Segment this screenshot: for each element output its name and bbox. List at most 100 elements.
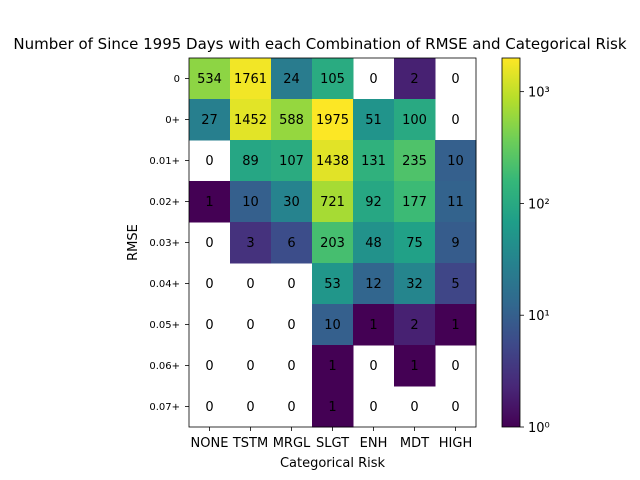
- cell-value-label: 0: [369, 359, 377, 374]
- cell-value-label: 1: [205, 195, 213, 210]
- y-tick-label: 0: [174, 74, 180, 85]
- cell-value-label: 203: [320, 236, 345, 251]
- cell-value-label: 1438: [316, 154, 349, 169]
- cell-value-label: 0: [287, 400, 295, 415]
- heatmap-cell: [271, 99, 313, 141]
- heatmap-cell: [312, 263, 354, 305]
- colorbar-tick-label: 10²: [528, 197, 550, 212]
- heatmap-cell: [189, 99, 231, 141]
- x-tick-label: ENH: [360, 436, 388, 451]
- cell-value-label: 0: [410, 400, 418, 415]
- cell-value-label: 0: [205, 154, 213, 169]
- cell-value-label: 0: [451, 72, 459, 87]
- cell-value-label: 6: [287, 236, 295, 251]
- heatmap-cell: [230, 99, 272, 141]
- cell-value-label: 75: [406, 236, 423, 251]
- cell-value-label: 0: [369, 400, 377, 415]
- cell-value-label: 1: [451, 318, 459, 333]
- heatmap-cell: [435, 181, 477, 223]
- y-tick-label: 0.06+: [149, 361, 180, 372]
- heatmap-cell: [394, 263, 436, 305]
- heatmap-cell: [312, 345, 354, 387]
- cell-value-label: 0: [451, 113, 459, 128]
- cell-value-label: 0: [246, 359, 254, 374]
- cell-value-label: 100: [402, 113, 427, 128]
- cell-value-label: 0: [205, 400, 213, 415]
- cell-value-label: 1975: [316, 113, 349, 128]
- x-tick-label: MDT: [400, 436, 429, 451]
- y-tick-label: 0.05+: [149, 320, 180, 331]
- heatmap-cell: [271, 58, 313, 100]
- cell-value-label: 0: [205, 318, 213, 333]
- cell-value-label: 2: [410, 318, 418, 333]
- cell-value-label: 0: [205, 359, 213, 374]
- cell-value-label: 1: [328, 359, 336, 374]
- colorbar-tick-label: 10⁰: [528, 421, 550, 436]
- heatmap-cell: [394, 58, 436, 100]
- heatmap-cell: [394, 99, 436, 141]
- cell-value-label: 24: [283, 72, 300, 87]
- cell-value-label: 0: [287, 359, 295, 374]
- heatmap-cell: [312, 99, 354, 141]
- colorbar-tick-label: 10¹: [528, 309, 550, 324]
- x-tick-label: MRGL: [273, 436, 311, 451]
- heatmap-cell: [312, 181, 354, 223]
- heatmap-cell: [435, 140, 477, 182]
- cell-value-label: 89: [242, 154, 259, 169]
- y-tick-label: 0.07+: [149, 402, 180, 413]
- cell-value-label: 32: [406, 277, 423, 292]
- heatmap-cell: [353, 304, 395, 346]
- heatmap-cell: [230, 181, 272, 223]
- cell-value-label: 235: [402, 154, 427, 169]
- y-tick-label: 0.04+: [149, 279, 180, 290]
- cell-value-label: 0: [287, 318, 295, 333]
- heatmap-cell: [353, 140, 395, 182]
- cell-value-label: 12: [365, 277, 382, 292]
- heatmap-cell: [189, 58, 231, 100]
- heatmap-cell: [312, 386, 354, 428]
- heatmap-cell-labels: 534 1761 24 105 0 2 027 1452 588 1975 51 100 00 89 107…: [197, 72, 464, 415]
- cell-value-label: 1761: [234, 72, 267, 87]
- heatmap-cell: [271, 140, 313, 182]
- cell-value-label: 0: [369, 72, 377, 87]
- cell-value-label: 1: [369, 318, 377, 333]
- heatmap-cell: [353, 263, 395, 305]
- cell-value-label: 588: [279, 113, 304, 128]
- heatmap-cell: [271, 181, 313, 223]
- cell-value-label: 48: [365, 236, 382, 251]
- cell-value-label: 30: [283, 195, 300, 210]
- cell-value-label: 1: [328, 400, 336, 415]
- cell-value-label: 0: [205, 236, 213, 251]
- heatmap-cell: [312, 58, 354, 100]
- heatmap-cell: [312, 140, 354, 182]
- cell-value-label: 3: [246, 236, 254, 251]
- heatmap-cell: [435, 304, 477, 346]
- heatmap-cell: [435, 263, 477, 305]
- cell-value-label: 92: [365, 195, 382, 210]
- chart-title: Number of Since 1995 Days with each Comb…: [13, 35, 626, 53]
- x-axis-ticks: NONE TSTM MRGL SLGT ENH MDT HIGH: [191, 427, 472, 451]
- cell-value-label: 105: [320, 72, 345, 87]
- cell-value-label: 0: [246, 400, 254, 415]
- heatmap-cell: [353, 99, 395, 141]
- x-axis-label: Categorical Risk: [280, 456, 386, 471]
- y-tick-label: 0.02+: [149, 197, 180, 208]
- heatmap-cell: [394, 140, 436, 182]
- cell-value-label: 0: [205, 277, 213, 292]
- cell-value-label: 177: [402, 195, 427, 210]
- colorbar-ticks: 10⁰ 10¹ 10² 10³: [520, 86, 550, 436]
- cell-value-label: 0: [451, 359, 459, 374]
- cell-value-label: 131: [361, 154, 386, 169]
- heatmap-cell: [189, 181, 231, 223]
- cell-value-label: 107: [279, 154, 304, 169]
- cell-value-label: 10: [242, 195, 259, 210]
- colorbar: [501, 57, 521, 428]
- heatmap-cell: [394, 181, 436, 223]
- heatmap-cell: [312, 222, 354, 264]
- x-tick-label: TSTM: [232, 436, 268, 451]
- cell-value-label: 9: [451, 236, 459, 251]
- cell-value-label: 5: [451, 277, 459, 292]
- heatmap-cell: [230, 58, 272, 100]
- cell-value-label: 534: [197, 72, 222, 87]
